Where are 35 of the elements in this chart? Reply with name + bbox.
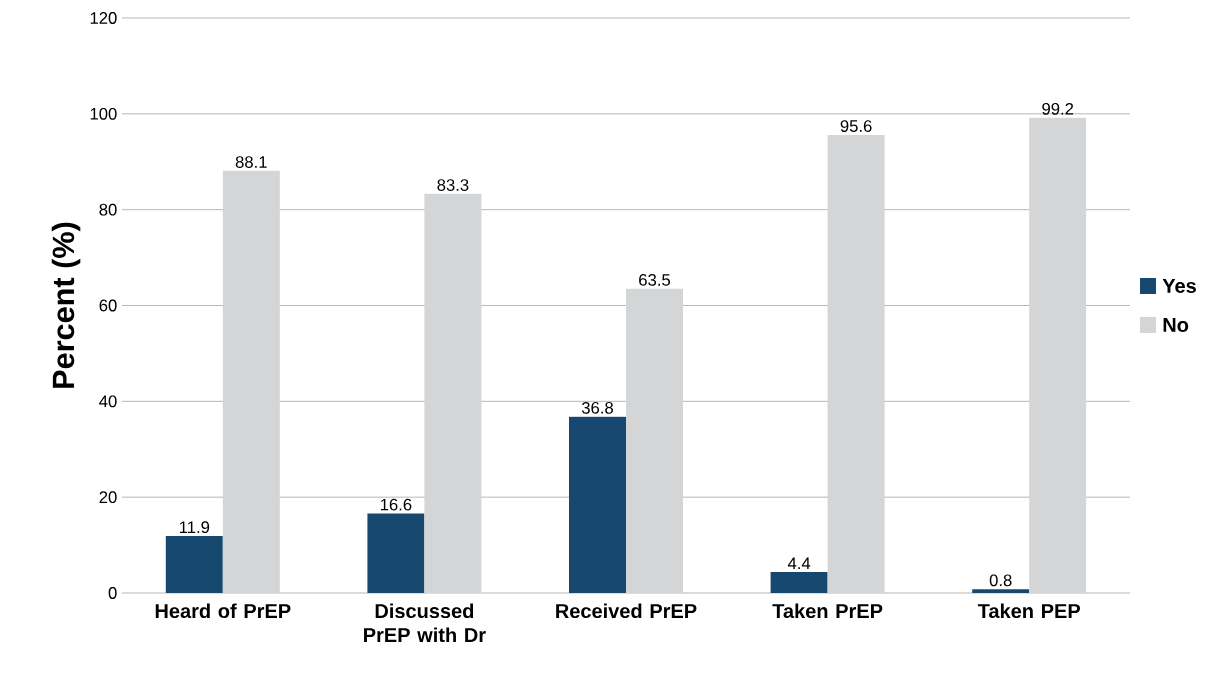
x-tick-label: Discussed PrEP with Dr [364, 603, 486, 643]
bar [626, 288, 683, 593]
data-label: 63.5 [639, 274, 671, 286]
data-label: 0.8 [989, 574, 1012, 587]
legend-label: No [1163, 318, 1189, 332]
legend-label: Yes [1162, 279, 1196, 293]
data-label: 99.2 [1042, 102, 1074, 115]
x-tick-label: Taken PrEP [772, 603, 883, 619]
data-label: 88.1 [235, 156, 267, 168]
data-label: 36.8 [581, 401, 613, 414]
y-tick-label: 20 [99, 491, 117, 504]
x-tick-label: Heard of PrEP [155, 603, 291, 619]
data-label: 11.9 [179, 521, 210, 534]
data-label: 16.6 [380, 498, 412, 511]
bar [165, 535, 223, 593]
bar [1029, 117, 1087, 593]
x-tick-label: Taken PEP [977, 603, 1081, 619]
y-tick-label: 60 [99, 299, 117, 312]
y-tick-label: 120 [90, 12, 117, 24]
bar [367, 513, 425, 593]
bar [569, 416, 626, 593]
y-tick-label: 100 [90, 107, 117, 120]
data-label: 95.6 [840, 120, 872, 132]
y-tick-label: 0 [108, 587, 117, 599]
data-label: 83.3 [437, 179, 469, 191]
bar [424, 193, 482, 593]
x-tick-label: Received PrEP [556, 603, 697, 619]
y-tick-label: 40 [99, 395, 117, 408]
bar [222, 170, 280, 593]
y-tick-label: 80 [99, 203, 117, 216]
data-label: 4.4 [787, 557, 811, 569]
y-axis-title: Percent (%) [51, 222, 81, 388]
bar [972, 589, 1030, 593]
bar [827, 134, 885, 593]
bar [770, 571, 828, 593]
